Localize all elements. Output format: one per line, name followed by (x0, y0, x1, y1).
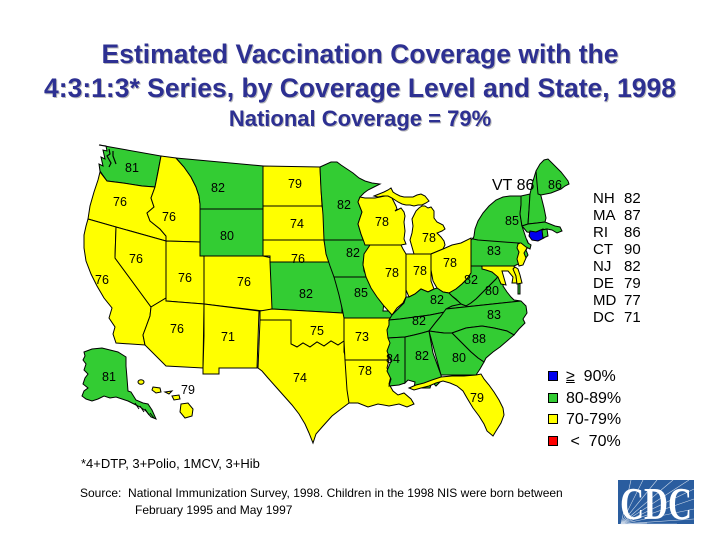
svg-text:78: 78 (413, 264, 427, 278)
svg-text:75: 75 (310, 324, 324, 338)
svg-text:73: 73 (355, 330, 369, 344)
svg-text:VT 86: VT 86 (492, 177, 535, 194)
svg-text:84: 84 (386, 352, 400, 366)
svg-text:78: 78 (422, 231, 436, 245)
svg-text:83: 83 (487, 308, 501, 322)
svg-text:82: 82 (430, 293, 444, 307)
svg-text:78: 78 (358, 364, 372, 378)
svg-text:76: 76 (237, 275, 251, 289)
svg-text:82: 82 (464, 273, 478, 287)
svg-text:81: 81 (125, 161, 139, 175)
svg-text:76: 76 (291, 252, 305, 266)
svg-text:74: 74 (290, 217, 304, 231)
svg-text:79: 79 (288, 177, 302, 191)
svg-text:74: 74 (293, 371, 307, 385)
svg-text:78: 78 (375, 215, 389, 229)
svg-text:88: 88 (472, 332, 486, 346)
svg-text:79: 79 (470, 391, 484, 405)
svg-text:80: 80 (452, 351, 466, 365)
svg-text:82: 82 (415, 349, 429, 363)
svg-text:82: 82 (299, 287, 313, 301)
svg-text:76: 76 (113, 195, 127, 209)
svg-text:76: 76 (178, 271, 192, 285)
svg-text:78: 78 (443, 256, 457, 270)
svg-text:76: 76 (162, 210, 176, 224)
svg-text:76: 76 (129, 252, 143, 266)
svg-text:76: 76 (170, 322, 184, 336)
svg-text:80: 80 (485, 284, 499, 298)
svg-text:82: 82 (337, 198, 351, 212)
svg-text:82: 82 (412, 314, 426, 328)
svg-text:81: 81 (102, 370, 116, 384)
svg-text:86: 86 (548, 178, 562, 192)
svg-text:76: 76 (95, 273, 109, 287)
svg-text:78: 78 (385, 266, 399, 280)
svg-text:82: 82 (211, 181, 225, 195)
svg-text:79: 79 (181, 383, 195, 397)
svg-text:CDC: CDC (620, 479, 692, 527)
svg-text:85: 85 (505, 214, 519, 228)
svg-text:85: 85 (354, 286, 368, 300)
svg-text:83: 83 (487, 244, 501, 258)
svg-text:80: 80 (220, 229, 234, 243)
svg-text:82: 82 (346, 246, 360, 260)
svg-text:71: 71 (221, 330, 235, 344)
